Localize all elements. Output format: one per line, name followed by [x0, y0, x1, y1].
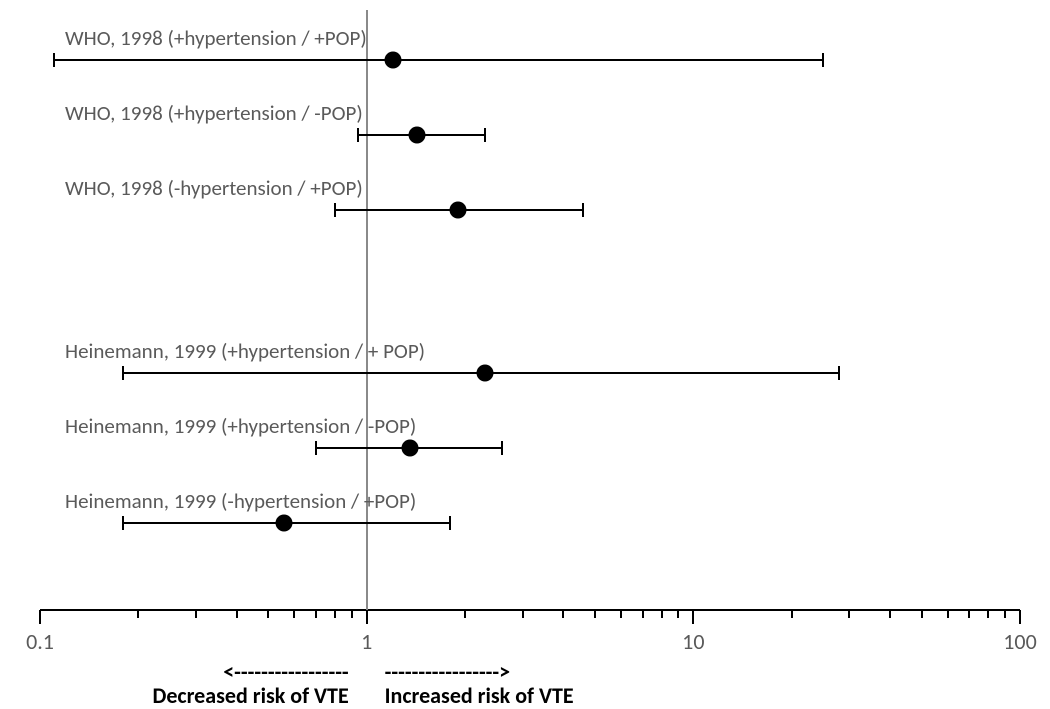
increased-arrow: ----------------->	[385, 658, 510, 685]
point-marker	[402, 440, 419, 457]
minor-tick	[677, 610, 679, 618]
tick-label: 1	[361, 628, 372, 655]
minor-tick	[921, 610, 923, 618]
decreased-arrow: <-----------------	[223, 658, 348, 685]
ci-line	[54, 59, 824, 61]
study-label: WHO, 1998 (+hypertension / +POP)	[65, 25, 367, 51]
reference-line	[366, 10, 368, 610]
point-marker	[276, 515, 293, 532]
minor-tick	[791, 610, 793, 618]
minor-tick	[594, 610, 596, 618]
ci-cap	[122, 516, 124, 530]
tick-label: 100	[1003, 628, 1036, 655]
minor-tick	[195, 610, 197, 618]
minor-tick	[293, 610, 295, 618]
major-tick	[692, 610, 694, 624]
ci-cap	[53, 53, 55, 67]
minor-tick	[1004, 610, 1006, 618]
x-axis-line	[40, 609, 1020, 611]
ci-cap	[582, 203, 584, 217]
minor-tick	[351, 610, 353, 618]
study-label: Heinemann, 1999 (+hypertension / + POP)	[65, 338, 425, 364]
ci-cap	[334, 203, 336, 217]
minor-tick	[334, 610, 336, 618]
minor-tick	[267, 610, 269, 618]
major-tick	[39, 610, 41, 624]
major-tick	[1019, 610, 1021, 624]
minor-tick	[137, 610, 139, 618]
minor-tick	[987, 610, 989, 618]
major-tick	[366, 610, 368, 624]
ci-cap	[822, 53, 824, 67]
ci-cap	[449, 516, 451, 530]
study-label: Heinemann, 1999 (+hypertension / -POP)	[65, 413, 416, 439]
ci-cap	[122, 366, 124, 380]
tick-label: 0.1	[26, 628, 54, 655]
ci-cap	[501, 441, 503, 455]
minor-tick	[889, 610, 891, 618]
minor-tick	[620, 610, 622, 618]
minor-tick	[848, 610, 850, 618]
minor-tick	[562, 610, 564, 618]
ci-cap	[484, 128, 486, 142]
point-marker	[449, 202, 466, 219]
point-marker	[409, 127, 426, 144]
point-marker	[476, 365, 493, 382]
minor-tick	[947, 610, 949, 618]
minor-tick	[642, 610, 644, 618]
point-marker	[384, 52, 401, 69]
minor-tick	[968, 610, 970, 618]
study-label: WHO, 1998 (+hypertension / -POP)	[65, 100, 363, 126]
tick-label: 10	[682, 628, 704, 655]
minor-tick	[522, 610, 524, 618]
ci-cap	[315, 441, 317, 455]
study-label: WHO, 1998 (-hypertension / +POP)	[65, 175, 363, 201]
plot-area: 0.1110100WHO, 1998 (+hypertension / +POP…	[40, 10, 1020, 610]
minor-tick	[464, 610, 466, 618]
minor-tick	[315, 610, 317, 618]
minor-tick	[236, 610, 238, 618]
forest-plot-container: 0.1 1 10 100 WHO, 1998 (+hypertension / +POP…	[0, 0, 1050, 705]
minor-tick	[661, 610, 663, 618]
ci-cap	[838, 366, 840, 380]
ci-cap	[357, 128, 359, 142]
study-label: Heinemann, 1999 (-hypertension / +POP)	[65, 488, 416, 514]
